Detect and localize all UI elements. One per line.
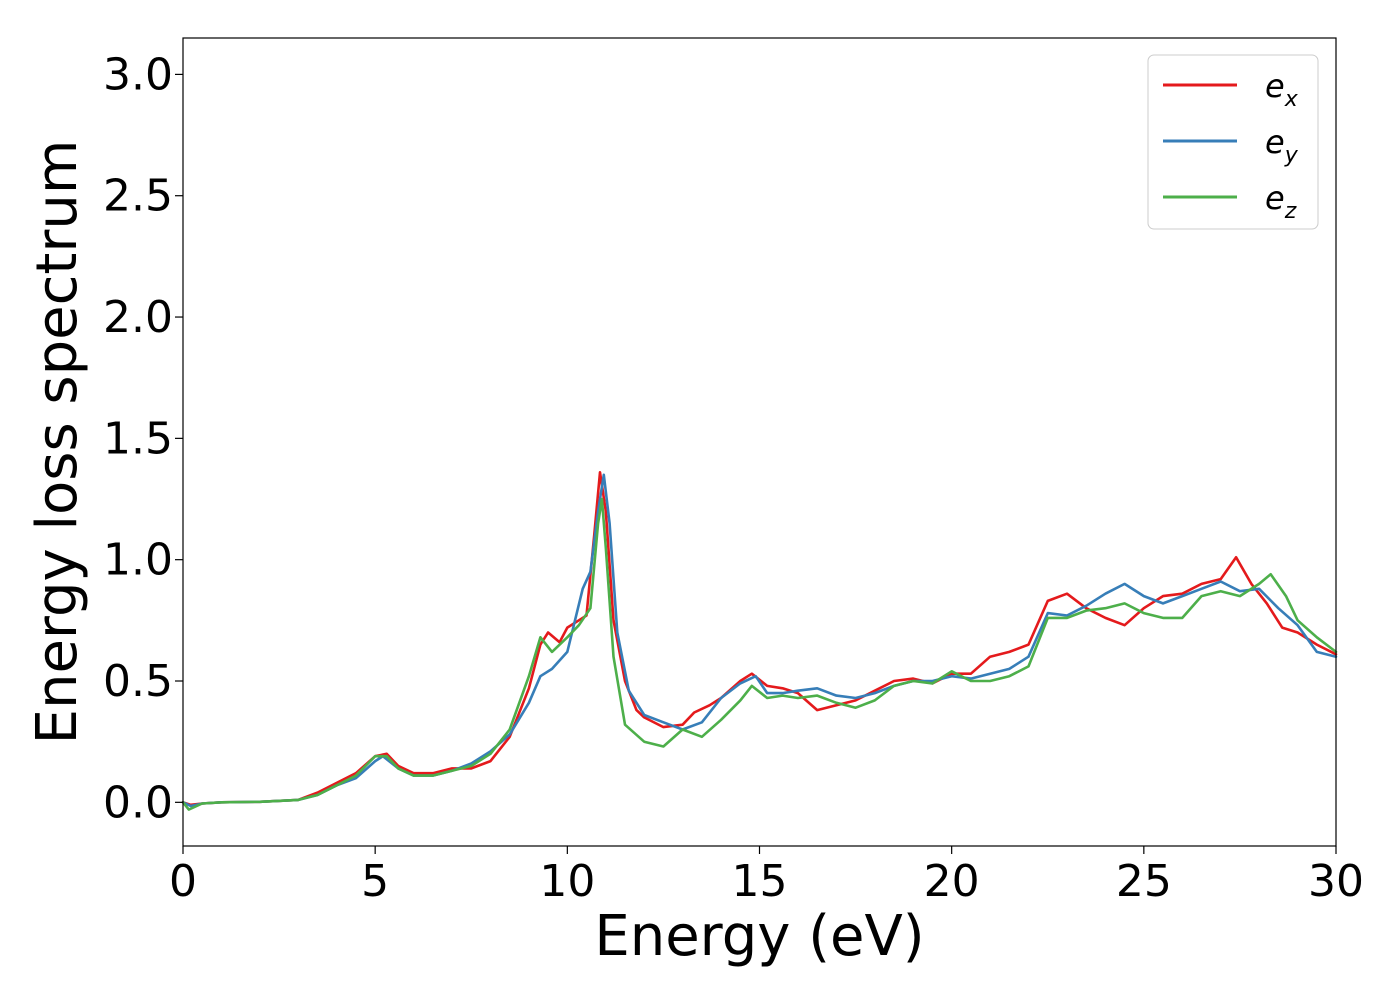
y-tick-label: 1.0 [103,535,173,586]
y-tick-label: 0.5 [103,656,173,707]
x-tick-label: 30 [1308,856,1364,907]
x-tick-label: 0 [169,856,197,907]
y-tick-label: 1.5 [103,413,173,464]
x-tick-label: 20 [924,856,980,907]
y-tick-label: 2.5 [103,171,173,222]
x-axis-title: Energy (eV) [594,904,924,969]
x-tick-label: 15 [732,856,788,907]
series-line-x [181,471,1338,807]
y-tick-label: 3.0 [103,49,173,100]
x-tick-label: 10 [539,856,595,907]
y-tick-label: 2.0 [103,292,173,343]
x-tick-label: 25 [1116,856,1172,907]
y-tick-label: 0.0 [103,777,173,828]
series-line-z [181,497,1338,811]
x-tick-label: 5 [361,856,389,907]
series-layer [181,471,1338,811]
y-axis-title: Energy loss spectrum [25,140,90,745]
y-axis: 0.0 0.5 1.0 1.5 2.0 2.5 3.0 [103,49,183,828]
x-axis: 0 5 10 15 20 25 30 [169,846,1364,907]
series-line-y [181,473,1338,808]
